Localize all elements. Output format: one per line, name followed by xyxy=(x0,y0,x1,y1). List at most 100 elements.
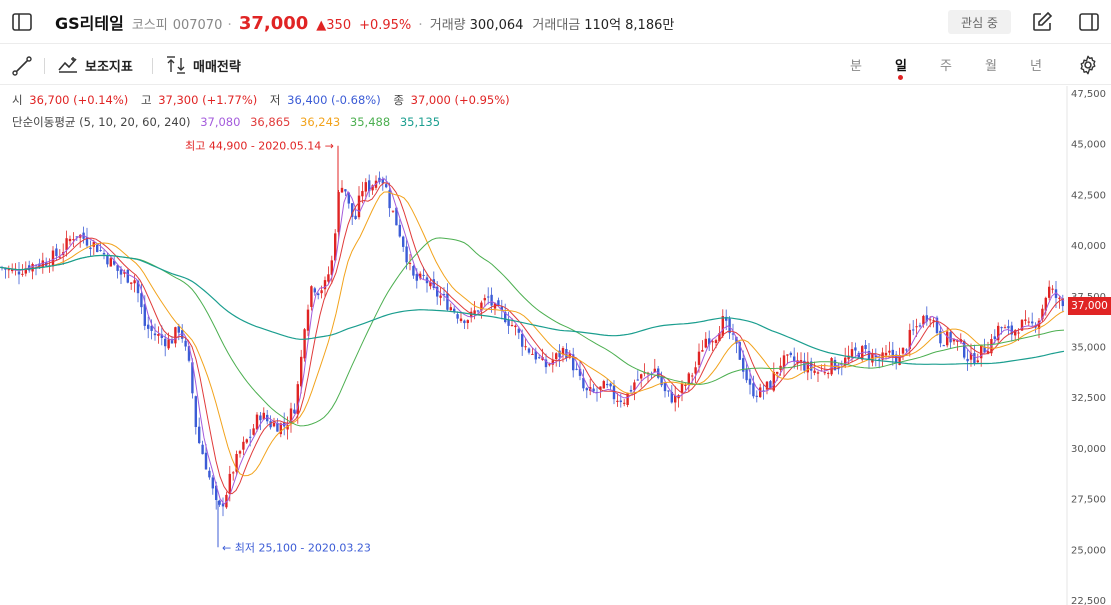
candle-body xyxy=(123,272,126,274)
candle-body xyxy=(667,390,670,392)
sidebar-toggle-icon[interactable] xyxy=(10,10,34,34)
candle-body xyxy=(1048,286,1051,298)
candle-body xyxy=(833,359,837,371)
candle-body xyxy=(684,384,687,386)
candle-body xyxy=(976,360,979,363)
candle-body xyxy=(364,182,367,192)
candle-body xyxy=(1000,327,1003,329)
candle-body xyxy=(313,288,316,293)
candle-body xyxy=(806,361,809,373)
candle-body xyxy=(1051,288,1054,290)
candle-body xyxy=(293,409,296,414)
candle-body xyxy=(208,470,211,478)
candle-body xyxy=(929,319,932,321)
price-change-percent: +0.95% xyxy=(359,18,412,33)
candle-body xyxy=(133,280,136,284)
candle-body xyxy=(728,318,731,334)
candle-body xyxy=(735,336,738,344)
candle-body xyxy=(997,325,1000,341)
candle-body xyxy=(96,244,99,253)
candle-body xyxy=(160,334,163,338)
candle-body xyxy=(106,255,109,265)
amount-label: 거래대금 xyxy=(532,18,581,33)
candle-body xyxy=(147,324,150,329)
candle-body xyxy=(762,390,765,392)
candle-body xyxy=(973,353,976,364)
candle-body xyxy=(361,191,364,197)
candle-body xyxy=(211,477,214,489)
candle-body xyxy=(534,351,537,360)
candle-body xyxy=(497,300,500,306)
candle-body xyxy=(602,381,605,389)
candle-body xyxy=(738,342,741,360)
candle-body xyxy=(221,503,225,507)
period-year-tab[interactable]: 년 xyxy=(1030,59,1042,74)
period-week-tab[interactable]: 주 xyxy=(940,59,952,74)
candle-body xyxy=(102,252,106,255)
period-day-tab[interactable]: 일 xyxy=(886,55,916,80)
candle-body xyxy=(782,355,786,369)
candle-body xyxy=(939,330,942,344)
open-label: 시 xyxy=(12,93,23,107)
candle-body xyxy=(473,310,476,314)
candle-body xyxy=(191,362,194,394)
candle-body xyxy=(640,374,643,379)
candle-body xyxy=(1017,332,1020,334)
candle-body xyxy=(174,327,177,344)
candle-body xyxy=(898,355,901,366)
settings-gear-icon[interactable] xyxy=(1077,54,1099,76)
candle-body xyxy=(745,369,748,381)
candle-body xyxy=(952,339,956,342)
edit-icon[interactable] xyxy=(1030,10,1054,34)
indicators-button[interactable]: 보조지표 xyxy=(57,53,133,77)
candle-body xyxy=(905,349,908,351)
candle-body xyxy=(742,358,745,372)
panel-toggle-icon[interactable] xyxy=(1077,10,1101,34)
candle-body xyxy=(935,317,939,334)
candle-body xyxy=(453,308,456,313)
candle-body xyxy=(653,368,656,373)
moving-average-line xyxy=(0,237,1065,427)
candle-body xyxy=(793,356,796,362)
candle-body xyxy=(1027,321,1030,323)
candle-body xyxy=(269,421,272,428)
candle-body xyxy=(616,400,619,402)
period-month-tab[interactable]: 월 xyxy=(985,59,997,74)
candle-body xyxy=(500,306,503,311)
candle-body xyxy=(585,388,588,391)
candle-body xyxy=(422,274,425,276)
draw-line-icon[interactable] xyxy=(11,55,33,77)
candle-body xyxy=(75,236,78,238)
ma60-value: 35,488 xyxy=(349,115,391,129)
candle-body xyxy=(480,302,483,311)
candle-body xyxy=(432,279,435,288)
candle-body xyxy=(164,338,167,347)
candle-body xyxy=(854,347,857,351)
candle-body xyxy=(150,325,153,331)
candle-body xyxy=(878,359,881,361)
candle-body xyxy=(490,294,493,306)
candle-body xyxy=(385,184,388,188)
candle-body xyxy=(347,192,350,204)
stock-name: GS리테일 xyxy=(55,14,124,33)
price-chart[interactable]: 47,50045,00042,50040,00037,50035,00032,5… xyxy=(0,86,1111,605)
candle-body xyxy=(38,263,41,267)
moving-average-line xyxy=(0,254,1065,365)
y-tick-label: 22,500 xyxy=(1071,596,1106,605)
candle-body xyxy=(731,333,735,335)
candle-body xyxy=(1044,297,1047,311)
strategy-button[interactable]: 매매전략 xyxy=(165,53,241,77)
open-value: 36,700 (+0.14%) xyxy=(29,93,129,107)
candle-body xyxy=(901,347,905,354)
toolbar-divider xyxy=(44,58,45,74)
moving-average-line xyxy=(0,178,1065,505)
candle-body xyxy=(558,350,561,358)
candle-body xyxy=(837,368,840,370)
period-minute-tab[interactable]: 분 xyxy=(850,59,862,74)
candlestick-chart-svg[interactable]: 47,50045,00042,50040,00037,50035,00032,5… xyxy=(0,86,1111,605)
watchlist-button[interactable]: 관심 중 xyxy=(948,10,1011,34)
candle-body xyxy=(524,346,527,348)
candle-body xyxy=(1058,297,1061,299)
candle-body xyxy=(167,339,170,349)
candle-body xyxy=(51,250,55,267)
